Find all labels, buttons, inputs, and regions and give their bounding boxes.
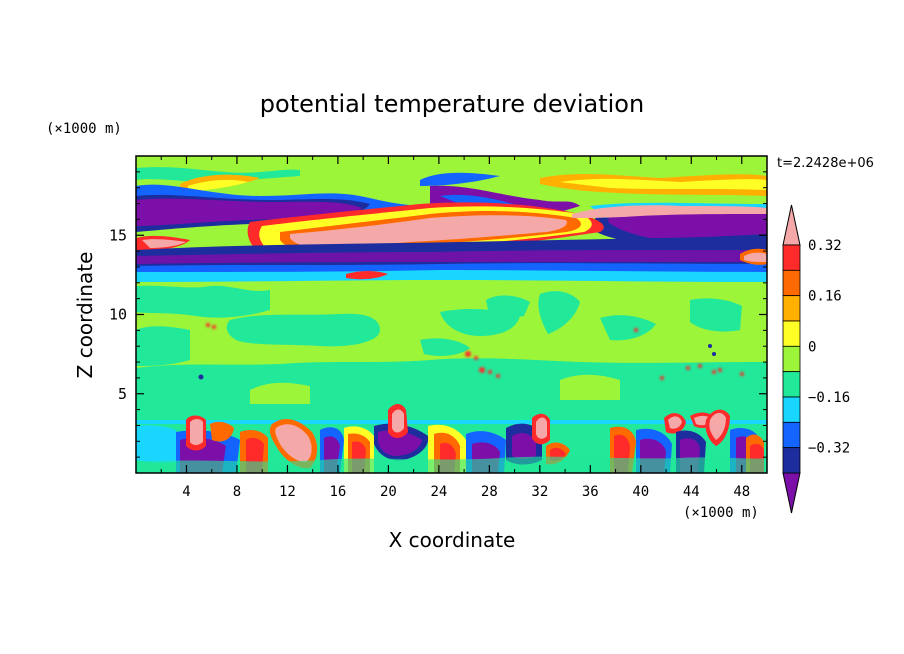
colorbar-label: −0.16 [808, 390, 850, 406]
x-axis: 4 8 12 16 20 24 28 32 36 40 44 48 [160, 156, 750, 500]
colorbar: 0.32 0.16 0 −0.16 −0.32 [782, 204, 850, 514]
colorbar-swatch [782, 447, 801, 474]
y-axis-label: Z coordinate [73, 252, 97, 379]
colorbar-swatch [782, 345, 801, 373]
x-tick-label: 8 [233, 484, 241, 500]
chart-title: potential temperature deviation [260, 90, 644, 118]
y-tick-label: 15 [109, 226, 127, 244]
colorbar-bottom-triangle [782, 472, 801, 514]
colorbar-label: −0.32 [808, 441, 850, 457]
y-tick-label: 5 [118, 385, 127, 403]
x-tick-label: 36 [582, 484, 599, 500]
x-tick-label: 28 [481, 484, 498, 500]
x-tick-label: 48 [733, 484, 750, 500]
colorbar-top-triangle [782, 204, 801, 246]
x-tick-label: 4 [182, 484, 190, 500]
y-axis-unit: (×1000 m) [46, 121, 122, 137]
x-tick-label: 12 [279, 484, 296, 500]
colorbar-label: 0 [808, 339, 816, 355]
x-tick-label: 20 [380, 484, 397, 500]
colorbar-swatch [782, 396, 801, 423]
x-tick-label: 24 [430, 484, 447, 500]
y-axis: 5 10 15 [109, 171, 767, 458]
colorbar-swatch [782, 244, 801, 271]
x-tick-label: 44 [683, 484, 700, 500]
x-axis-unit: (×1000 m) [683, 505, 759, 521]
time-label: t=2.2428e+06 [777, 156, 874, 171]
x-axis-label: X coordinate [389, 528, 516, 552]
colorbar-swatch [782, 371, 801, 398]
colorbar-label: 0.32 [808, 238, 842, 254]
heatmap-field [136, 156, 767, 473]
colorbar-swatch [782, 320, 801, 347]
x-tick-label: 16 [329, 484, 346, 500]
y-tick-label: 10 [109, 306, 127, 324]
colorbar-swatch [782, 295, 801, 322]
colorbar-label: 0.16 [808, 289, 842, 305]
colorbar-swatch [782, 269, 801, 297]
x-tick-label: 40 [632, 484, 649, 500]
x-tick-label: 32 [531, 484, 548, 500]
colorbar-swatch [782, 421, 801, 449]
